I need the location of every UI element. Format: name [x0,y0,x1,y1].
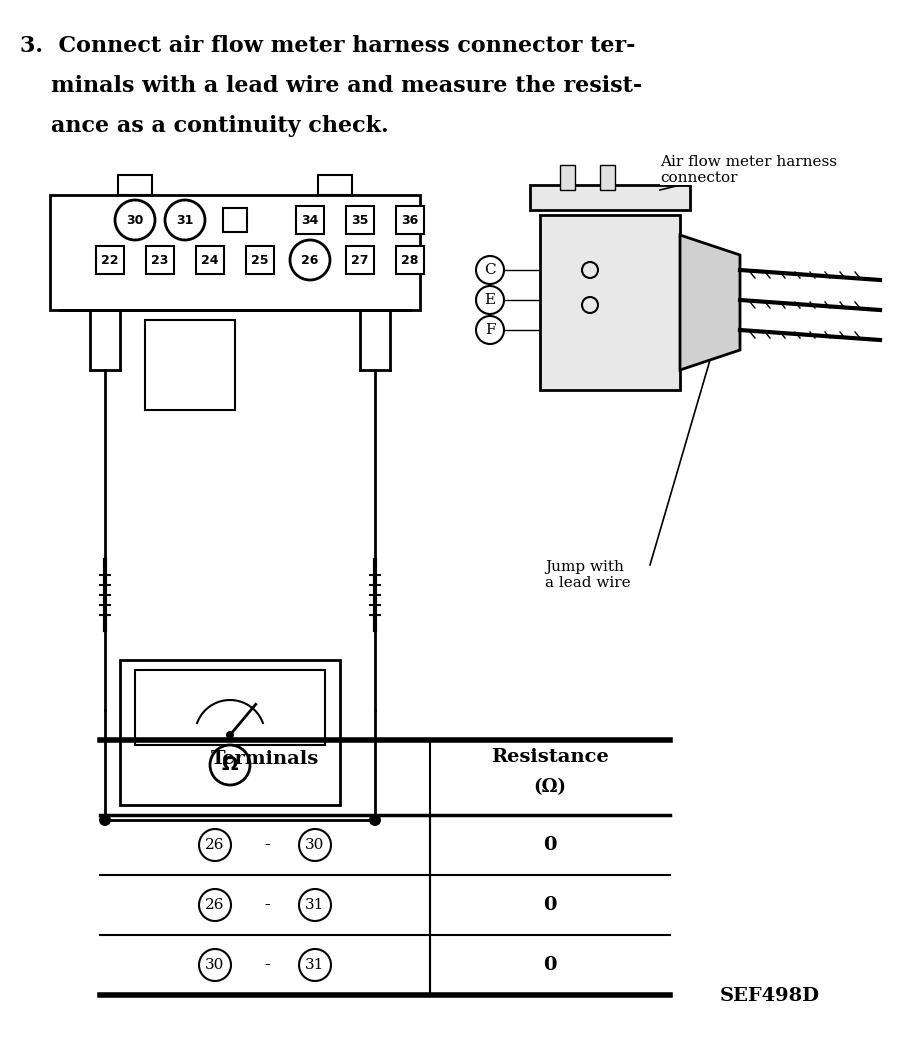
Text: 35: 35 [351,213,368,227]
Text: 36: 36 [402,213,419,227]
Text: 23: 23 [151,254,169,266]
Polygon shape [680,235,740,370]
Text: 0: 0 [543,956,557,974]
Text: -: - [259,896,271,914]
Text: C: C [484,263,496,277]
Bar [560,165,575,190]
Text: 31: 31 [306,958,325,973]
Bar [396,246,424,274]
Text: 0: 0 [543,896,557,914]
Bar [346,206,374,234]
Text: 26: 26 [205,898,225,912]
Text: Jump with
a lead wire: Jump with a lead wire [545,560,630,590]
Circle shape [99,814,111,826]
Text: (Ω): (Ω) [533,778,567,796]
Text: -: - [259,956,271,974]
Text: 26: 26 [301,254,318,266]
Text: 28: 28 [401,254,419,266]
Text: 30: 30 [205,958,225,973]
Text: 3.  Connect air flow meter harness connector ter-: 3. Connect air flow meter harness connec… [20,35,636,57]
Text: minals with a lead wire and measure the resist-: minals with a lead wire and measure the … [20,75,642,97]
Bar [96,246,124,274]
Bar [120,660,340,805]
Text: 25: 25 [251,254,268,266]
Text: ance as a continuity check.: ance as a continuity check. [20,115,388,137]
Text: 31: 31 [306,898,325,912]
Text: -: - [259,836,271,854]
Text: SEF498D: SEF498D [720,987,820,1005]
Bar [146,246,174,274]
Text: 30: 30 [126,213,143,227]
Bar [346,246,374,274]
Text: 0: 0 [543,836,557,854]
Bar [396,206,424,234]
Text: 27: 27 [351,254,369,266]
Bar [530,185,690,210]
Text: 34: 34 [301,213,318,227]
Text: 22: 22 [102,254,119,266]
Bar [600,165,615,190]
Circle shape [369,814,381,826]
Bar [196,246,224,274]
Bar [223,208,247,232]
Circle shape [226,731,234,739]
Text: Air flow meter harness
connector: Air flow meter harness connector [660,155,837,185]
Bar [246,246,274,274]
Text: E: E [484,293,495,307]
Text: F: F [484,323,495,337]
Text: 30: 30 [306,838,325,852]
Text: 24: 24 [201,254,219,266]
Bar [135,670,325,745]
Text: Terminals: Terminals [210,750,319,768]
Text: Ω: Ω [221,755,239,774]
Text: 26: 26 [205,838,225,852]
Text: 31: 31 [176,213,194,227]
Bar [540,215,680,390]
Text: Resistance: Resistance [491,748,609,766]
Bar [296,206,324,234]
Bar [145,320,235,410]
